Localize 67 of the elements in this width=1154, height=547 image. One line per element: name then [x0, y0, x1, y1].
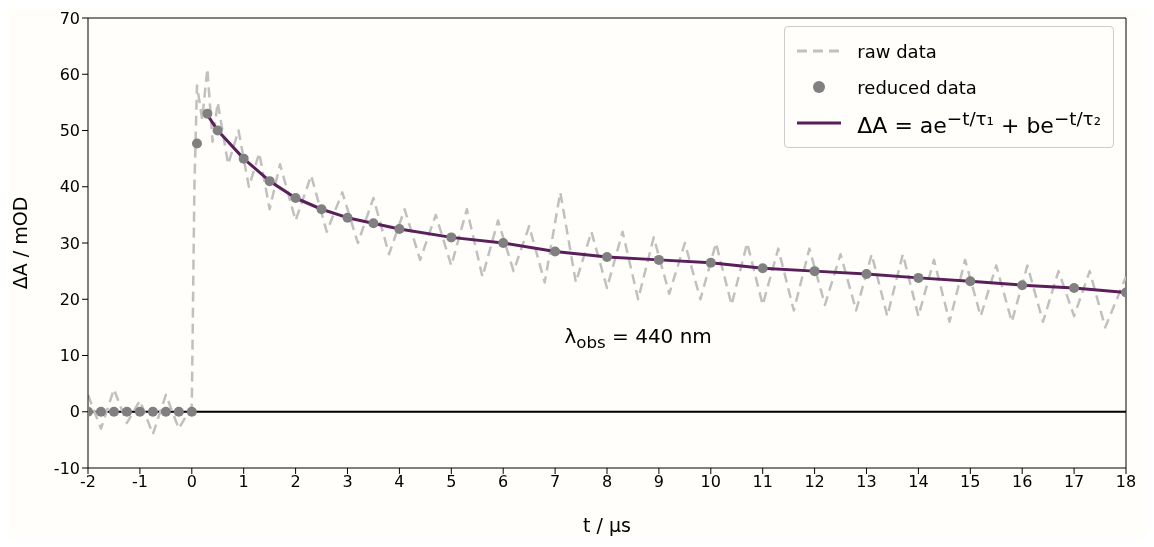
point — [861, 268, 872, 279]
point — [316, 204, 327, 215]
x-tick-label: 15 — [960, 472, 981, 492]
legend-label: reduced data — [857, 76, 977, 98]
point — [446, 232, 457, 243]
point — [202, 108, 213, 119]
point — [238, 153, 249, 164]
point — [191, 138, 202, 149]
y-axis-title: ΔA / mOD — [8, 196, 31, 290]
point — [394, 223, 405, 234]
point — [368, 218, 379, 229]
y-tick-label: 0 — [69, 402, 80, 422]
x-tick-label: -1 — [131, 472, 148, 492]
point — [602, 252, 612, 263]
point — [173, 406, 184, 417]
point — [160, 406, 171, 417]
point — [121, 406, 132, 417]
x-tick-label: -2 — [80, 472, 96, 492]
x-tick-label: 12 — [804, 472, 825, 492]
point — [965, 276, 976, 287]
x-axis-title: t / µs — [583, 514, 631, 536]
x-tick-label: 16 — [1012, 472, 1033, 492]
point — [809, 266, 820, 277]
x-tick-label: 11 — [752, 472, 773, 492]
point — [212, 125, 223, 136]
point — [550, 246, 561, 257]
y-tick-label: 20 — [59, 289, 80, 309]
y-tick-label: 70 — [59, 8, 80, 28]
point — [95, 406, 106, 417]
point — [1017, 280, 1028, 291]
y-tick-label: 60 — [59, 64, 80, 84]
x-tick-label: 14 — [908, 472, 929, 492]
point — [134, 406, 145, 417]
y-tick-label: 40 — [59, 177, 80, 197]
point — [705, 257, 716, 268]
x-tick-label: 2 — [290, 472, 301, 492]
x-tick-label: 8 — [601, 472, 613, 492]
legend-label: raw data — [857, 40, 937, 62]
y-tick-label: 10 — [59, 346, 80, 366]
point — [186, 406, 197, 417]
point — [757, 263, 768, 274]
x-tick-label: 17 — [1063, 472, 1085, 492]
y-tick-label: -10 — [53, 458, 80, 478]
x-tick-label: 1 — [238, 472, 249, 492]
x-tick-label: 13 — [856, 472, 877, 492]
x-tick-label: 5 — [446, 472, 457, 492]
x-tick-label: 9 — [653, 472, 664, 492]
x-tick-label: 0 — [186, 472, 197, 492]
annotation: λ$_{obs}$ = 440 nm — [564, 323, 712, 352]
point — [108, 406, 119, 417]
legend-label: ΔA = ae$^{−t/τ₁}$ + be$^{−t/τ₂}$ — [857, 107, 1101, 139]
x-tick-label: 4 — [394, 472, 405, 492]
point — [342, 212, 353, 223]
point — [264, 176, 275, 187]
x-tick-label: 6 — [498, 472, 509, 492]
point — [653, 254, 664, 265]
point — [147, 406, 158, 417]
point — [290, 193, 301, 203]
x-tick-label: 3 — [342, 472, 353, 492]
point — [498, 238, 509, 248]
point — [913, 272, 924, 283]
x-tick-label: 10 — [700, 472, 721, 492]
y-tick-label: 30 — [59, 233, 80, 253]
x-tick-label: 18 — [1115, 472, 1137, 492]
point — [1069, 283, 1080, 293]
x-tick-label: 7 — [550, 472, 561, 492]
y-tick-label: 50 — [59, 121, 80, 141]
